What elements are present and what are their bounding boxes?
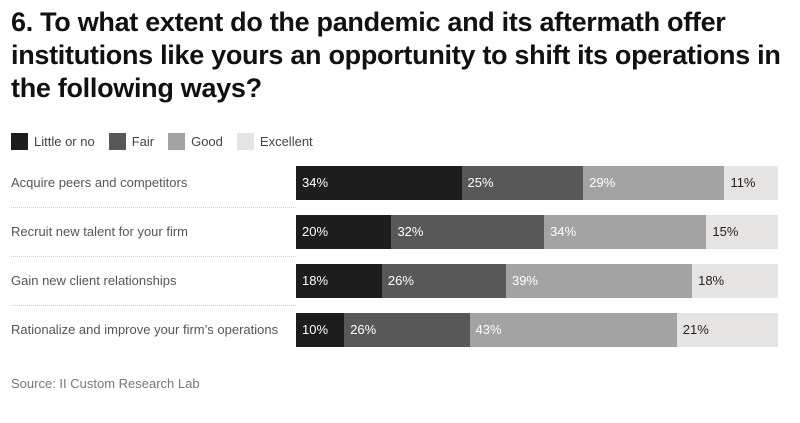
bar-segment-little: 20% xyxy=(296,215,392,249)
bar-segment-excellent: 15% xyxy=(706,215,778,249)
bar-segment-little: 18% xyxy=(296,264,382,298)
bar-segment-excellent: 11% xyxy=(724,166,778,200)
row-label: Rationalize and improve your firm’s oper… xyxy=(11,322,279,337)
legend-item-fair: Fair xyxy=(108,133,155,150)
row-divider xyxy=(11,207,296,208)
legend-label-excellent: Excellent xyxy=(259,134,313,149)
bar-segment-good: 29% xyxy=(583,166,725,200)
bar-segment-fair: 26% xyxy=(381,264,506,298)
bar-segment-fair: 25% xyxy=(461,166,584,200)
row-label: Recruit new talent for your firm xyxy=(11,224,189,239)
bar-segment-fair: 32% xyxy=(391,215,545,249)
bar-segment-good: 34% xyxy=(544,215,707,249)
row-label: Acquire peers and competitors xyxy=(11,175,188,190)
legend-label-fair: Fair xyxy=(131,134,155,149)
legend-swatch-fair xyxy=(108,133,126,150)
legend-item-little: Little or no xyxy=(11,133,95,150)
bar-segment-little: 34% xyxy=(296,166,462,200)
legend-swatch-little xyxy=(11,133,28,150)
legend-label-little: Little or no xyxy=(34,134,95,149)
chart-title: 6. To what extent do the pandemic and it… xyxy=(11,7,781,103)
bar-segment-fair: 26% xyxy=(344,313,470,347)
row-label: Gain new client relationships xyxy=(11,273,177,288)
row-divider xyxy=(11,305,296,306)
legend-item-good: Good xyxy=(168,133,223,150)
legend-label-good: Good xyxy=(191,134,223,149)
legend: Little or no Fair Good Excellent xyxy=(11,133,327,150)
bar-segment-good: 43% xyxy=(469,313,677,347)
bar-segment-little: 10% xyxy=(296,313,345,347)
bar-segment-excellent: 18% xyxy=(692,264,778,298)
row-divider xyxy=(11,256,296,257)
legend-swatch-good xyxy=(168,133,186,150)
legend-item-excellent: Excellent xyxy=(236,133,313,150)
legend-swatch-excellent xyxy=(236,133,254,150)
source-note: Source: II Custom Research Lab xyxy=(11,376,200,391)
bar-segment-good: 39% xyxy=(505,264,693,298)
bar-segment-excellent: 21% xyxy=(676,313,778,347)
